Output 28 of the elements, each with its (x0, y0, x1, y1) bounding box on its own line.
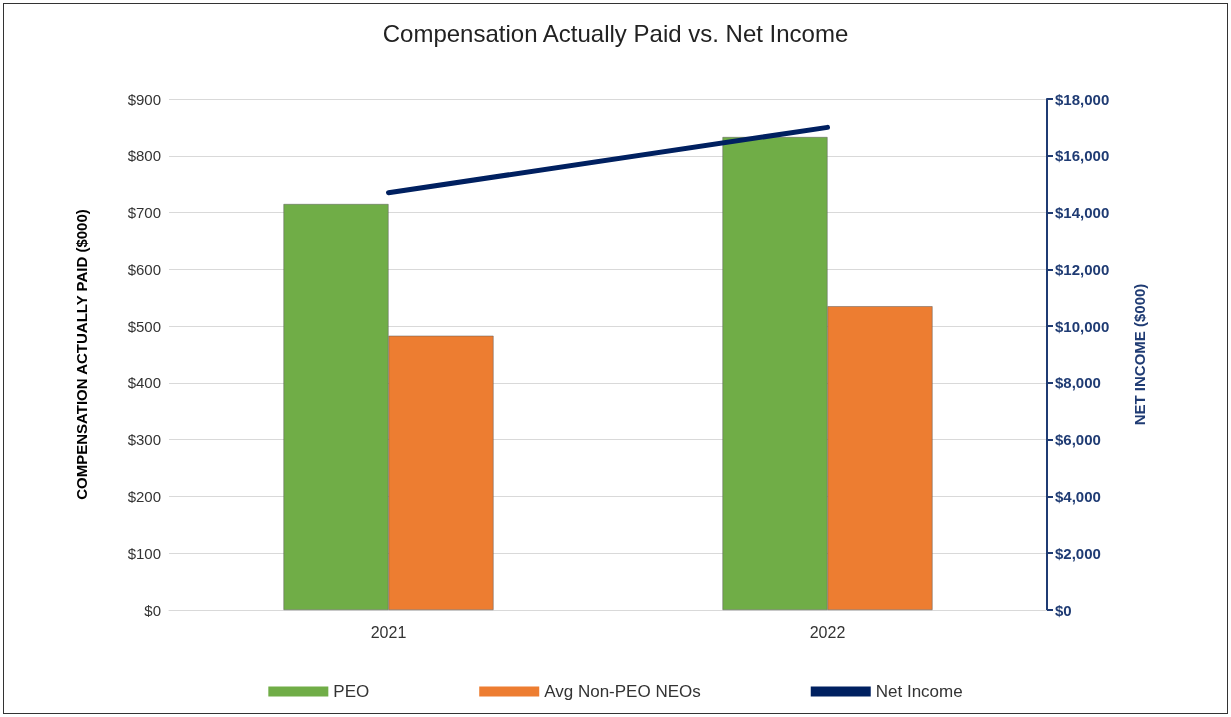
chart-title: Compensation Actually Paid vs. Net Income (382, 19, 849, 47)
y-tick-label: $600 (127, 260, 161, 278)
y2-axis-title: NET INCOME ($000) (1131, 283, 1148, 426)
y-tick-label: $300 (127, 431, 161, 449)
y2-tick-label: $18,000 (1055, 90, 1110, 108)
x-tick-label: 2022 (809, 623, 846, 641)
y-tick-label: $0 (144, 601, 161, 619)
y2-tick-label: $10,000 (1055, 317, 1110, 335)
y2-tick-label: $12,000 (1055, 260, 1110, 278)
y2-tick-label: $0 (1055, 601, 1072, 619)
legend-label: Net Income (875, 682, 963, 701)
y-tick-label: $900 (127, 90, 161, 108)
y-tick-label: $200 (127, 487, 161, 505)
y2-tick-label: $16,000 (1055, 147, 1110, 165)
y-axis-title: COMPENSATION ACTUALLY PAID ($000) (73, 209, 90, 500)
legend-label: Avg Non-PEO NEOs (544, 682, 701, 701)
y2-tick-label: $14,000 (1055, 204, 1110, 222)
y-tick-label: $400 (127, 374, 161, 392)
y2-tick-label: $8,000 (1055, 374, 1101, 392)
y-tick-label: $100 (127, 544, 161, 562)
y2-tick-label: $6,000 (1055, 431, 1101, 449)
x-tick-label: 2021 (370, 623, 407, 641)
y2-tick-label: $4,000 (1055, 487, 1101, 505)
legend-label: PEO (333, 682, 370, 701)
y-tick-label: $500 (127, 317, 161, 335)
y-tick-label: $700 (127, 204, 161, 222)
y2-tick-label: $2,000 (1055, 544, 1101, 562)
y-tick-label: $800 (127, 147, 161, 165)
